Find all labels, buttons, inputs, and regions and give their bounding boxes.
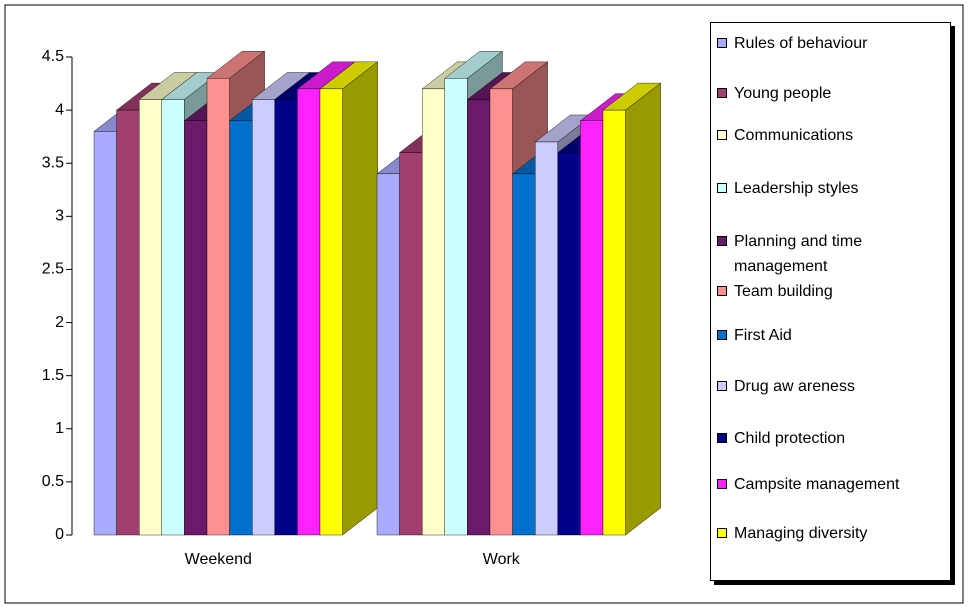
legend-label: Rules of behaviour (734, 35, 868, 52)
legend-swatch (717, 479, 727, 489)
bar (489, 88, 513, 536)
legend-label: Communications (734, 127, 854, 144)
legend-entry: Team building (717, 279, 949, 304)
bar (467, 99, 491, 536)
bar (444, 78, 468, 536)
y-tick-label: 1.5 (42, 367, 64, 384)
bar (138, 99, 162, 536)
y-tick-label: 0 (55, 526, 64, 543)
legend-swatch (717, 183, 727, 193)
y-tick-label: 0.5 (42, 473, 64, 490)
legend-entry: Communications (717, 123, 949, 148)
legend-entry: Planning and time management (717, 229, 949, 279)
bar (297, 88, 321, 536)
y-tick-label: 2.5 (42, 261, 64, 278)
bar-side (625, 82, 661, 536)
legend-entry: Leadership styles (717, 176, 949, 201)
legend-entry: Drug aw areness (717, 374, 949, 399)
y-tick-label: 3 (55, 208, 64, 225)
bar (93, 131, 117, 536)
legend-swatch (717, 286, 727, 296)
legend-entry: Young people (717, 81, 949, 106)
y-tick-label: 4.5 (42, 48, 64, 65)
y-tick-label: 4 (55, 101, 64, 118)
legend-label: Managing diversity (734, 525, 868, 542)
legend-label: Planning and time management (734, 233, 863, 275)
bar (580, 120, 604, 536)
y-tick-label: 1 (55, 420, 64, 437)
bar (376, 173, 400, 536)
bar (161, 99, 185, 536)
legend-entry: Campsite management (717, 472, 949, 497)
legend-entry: Child protection (717, 426, 949, 451)
bar (116, 109, 140, 536)
legend-entry: First Aid (717, 323, 949, 348)
bar (512, 173, 536, 536)
legend-label: Young people (734, 85, 832, 102)
bar (602, 109, 626, 536)
legend-label: Leadership styles (734, 180, 859, 197)
legend-swatch (717, 528, 727, 538)
legend-label: Team building (734, 283, 833, 300)
y-tick-label: 2 (55, 314, 64, 331)
bar (399, 152, 423, 536)
bar (535, 141, 559, 536)
legend: Rules of behaviour Young people Communicat… (710, 22, 951, 581)
bar (229, 120, 253, 536)
legend-label: First Aid (734, 327, 792, 344)
legend-swatch (717, 236, 727, 246)
legend-entry: Rules of behaviour (717, 31, 949, 56)
bar (184, 120, 208, 536)
x-tick-label: Work (483, 551, 521, 568)
legend-label: Campsite management (734, 476, 900, 493)
legend-label: Drug aw areness (734, 378, 855, 395)
legend-swatch (717, 38, 727, 48)
legend-swatch (717, 330, 727, 340)
legend-label: Child protection (734, 430, 846, 447)
legend-swatch (717, 88, 727, 98)
bar (251, 99, 275, 536)
legend-swatch (717, 130, 727, 140)
bar (274, 99, 298, 536)
x-tick-label: Weekend (185, 551, 252, 568)
bar (206, 78, 230, 536)
y-tick-label: 3.5 (42, 154, 64, 171)
legend-entry: Managing diversity (717, 521, 949, 546)
legend-swatch (717, 381, 727, 391)
bar (557, 152, 581, 536)
bar (319, 88, 343, 536)
legend-swatch (717, 433, 727, 443)
bar (422, 88, 446, 536)
bar-side (342, 61, 378, 536)
